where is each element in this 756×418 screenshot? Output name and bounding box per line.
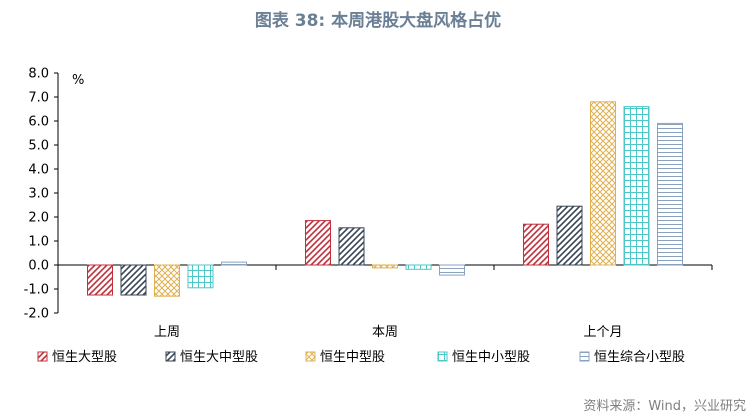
legend-label: 恒生综合小型股 [594,350,685,365]
y-tick-label: -1.0 [24,283,49,298]
bar [338,227,365,266]
legend-label: 恒生中型股 [320,350,385,365]
category-label: 本周 [372,325,398,340]
y-tick-label: 0.0 [28,259,49,274]
category-label: 上周 [154,325,180,340]
bar [623,106,650,266]
y-tick-label: 5.0 [28,139,49,154]
bar [87,264,113,296]
bar [372,264,398,269]
y-tick-label: -2.0 [24,307,49,322]
bar [120,264,147,296]
chart-axes: 8.0 7.0 6.0 5.0 4.0 3.0 2.0 1.0 0.0 -1.0 -2.0% 上周 本周… [24,67,713,340]
bar [590,101,616,266]
legend-swatch [579,351,590,362]
chart-legend: 恒生大型股 恒生大中型股 恒生中型股 恒生中小型股 恒生综合小型股 [37,350,685,365]
bar [439,264,465,276]
legend-label: 恒生中小型股 [452,350,530,365]
legend-swatch [305,351,316,362]
y-tick-label: 1.0 [28,235,49,250]
y-tick-label: 2.0 [28,211,49,226]
chart-bars [87,101,683,297]
legend-item: 恒生大中型股 [165,350,258,365]
legend-label: 恒生大中型股 [180,350,258,365]
bar [657,122,683,266]
y-tick-label: 6.0 [28,115,49,130]
y-tick-label: 3.0 [28,187,49,202]
chart-title: 图表 38: 本周港股大盘风格占优 [254,11,502,31]
legend-item: 恒生中小型股 [437,350,530,365]
bar [305,220,331,266]
legend-item: 恒生综合小型股 [579,350,685,365]
bar [221,261,247,266]
y-tick-label: 4.0 [28,163,49,178]
category-label: 上个月 [583,325,622,340]
bar [556,205,583,266]
y-tick-label: 7.0 [28,91,49,106]
bar-chart: 8.0 7.0 6.0 5.0 4.0 3.0 2.0 1.0 0.0 -1.0 -2.0% 上周 本周… [24,67,713,365]
legend-swatch [437,351,448,362]
source-note: 资料来源：Wind，兴业研究 [583,399,746,414]
bar [405,264,432,270]
y-unit-label: % [72,73,84,88]
legend-label: 恒生大型股 [52,350,117,365]
bar [187,264,214,289]
legend-item: 恒生中型股 [305,350,385,365]
legend-swatch [165,351,176,362]
legend-swatch [37,351,48,362]
legend-item: 恒生大型股 [37,350,117,365]
bar [154,264,180,297]
bar [523,223,549,266]
y-tick-label: 8.0 [28,67,49,82]
